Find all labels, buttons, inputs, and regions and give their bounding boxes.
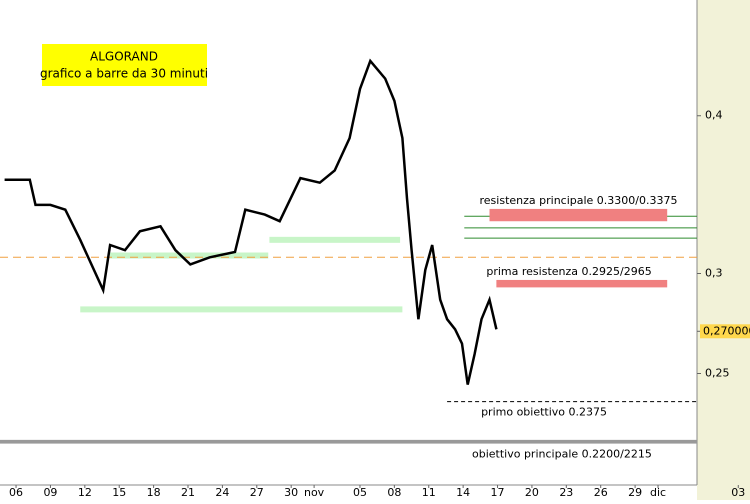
level-band	[496, 279, 668, 288]
y-tick-label: 0,25	[705, 366, 730, 379]
x-tick-label: 17	[491, 486, 505, 499]
level-label: primo obiettivo 0.2375	[481, 406, 607, 419]
support-zone	[269, 236, 401, 243]
x-tick-label: 30	[284, 486, 298, 499]
support-zone	[110, 252, 269, 259]
x-tick-label: 15	[112, 486, 126, 499]
y-tick-label: 0,4	[705, 109, 723, 122]
x-tick-label: 12	[78, 486, 92, 499]
x-tick-label: 23	[559, 486, 573, 499]
x-tick-label: 09	[43, 486, 57, 499]
x-tick-label: 03	[731, 486, 745, 499]
title-background	[42, 44, 207, 86]
x-tick-label: 08	[387, 486, 401, 499]
chart-subtitle: grafico a barre da 30 minuti	[40, 67, 208, 81]
level-label: prima resistenza 0.2925/2965	[486, 265, 651, 278]
price-tag-label: 0,270000	[703, 324, 750, 337]
x-tick-label: 14	[456, 486, 470, 499]
level-band	[489, 208, 668, 222]
level-label: obiettivo principale 0.2200/2215	[472, 448, 652, 461]
x-tick-label: 11	[422, 486, 436, 499]
x-tick-label: 24	[215, 486, 229, 499]
x-tick-label: 18	[147, 486, 161, 499]
level-band	[0, 439, 697, 444]
x-tick-label: 06	[9, 486, 23, 499]
x-tick-label: 21	[181, 486, 195, 499]
level-label: resistenza principale 0.3300/0.3375	[480, 194, 678, 207]
price-line	[4, 58, 498, 385]
x-tick-label: 20	[525, 486, 539, 499]
title-box: ALGORAND grafico a barre da 30 minuti	[40, 44, 208, 86]
axis-background	[697, 0, 750, 500]
y-tick-label: 0,3	[705, 267, 723, 280]
x-tick-label: 29	[628, 486, 642, 499]
x-tick-label: nov	[304, 486, 325, 499]
x-tick-label: 27	[250, 486, 264, 499]
chart-title: ALGORAND	[90, 50, 158, 64]
support-zone	[80, 306, 403, 313]
x-tick-label: 26	[594, 486, 608, 499]
price-tag	[700, 324, 750, 339]
x-tick-label: dic	[650, 486, 666, 499]
x-tick-label: 05	[353, 486, 367, 499]
